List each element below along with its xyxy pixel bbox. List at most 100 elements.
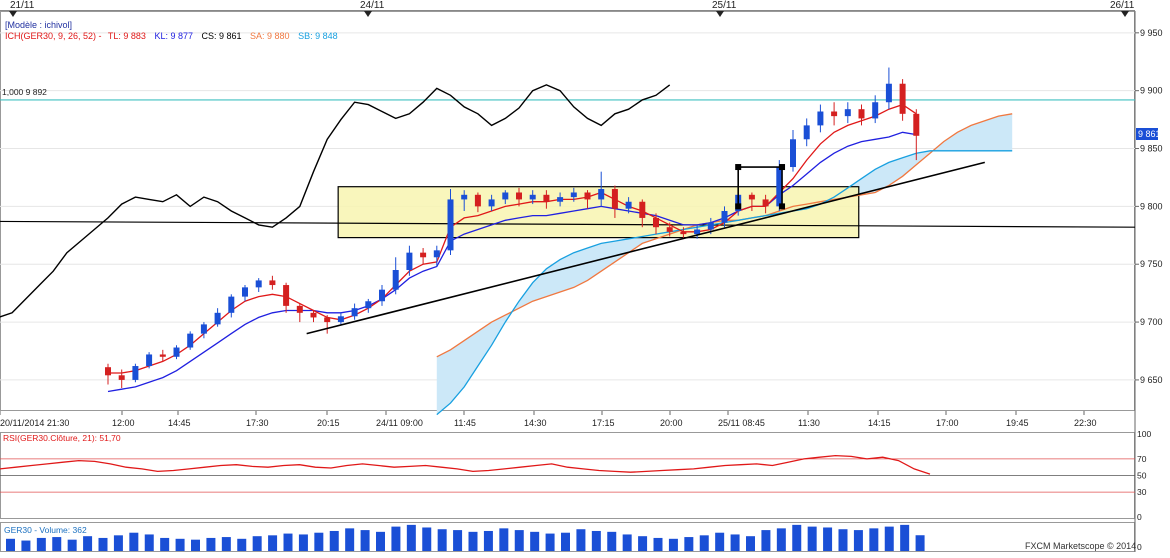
candle-body <box>105 367 111 376</box>
x-tick-label: 14:45 <box>168 418 191 428</box>
rsi-tick-label: 70 <box>1137 454 1147 464</box>
candle-body <box>543 194 550 202</box>
date-label-4: 26/11 <box>1110 0 1135 11</box>
candle-body <box>625 201 632 209</box>
volume-bar <box>83 536 93 551</box>
volume-bar <box>329 530 339 551</box>
bracket-annotation <box>737 166 783 207</box>
ich-tl: TL: 9 883 <box>108 31 146 41</box>
volume-bar <box>98 537 108 551</box>
volume-bar <box>360 530 370 551</box>
date-marker-1 <box>9 11 17 17</box>
model-label: [Modèle : ichivol] <box>5 20 72 30</box>
volume-label: GER30 - Volume: 362 <box>4 525 87 535</box>
volume-bar <box>376 531 385 551</box>
volume-bar <box>838 529 848 551</box>
candle-body <box>379 289 385 302</box>
rsi-tick-label: 50 <box>1137 471 1147 481</box>
volume-bar <box>237 538 247 551</box>
volume-bar <box>900 524 910 551</box>
candle-body <box>159 354 166 357</box>
volume-bar <box>36 537 46 551</box>
ich-sa: SA: 9 880 <box>250 31 290 41</box>
x-tick-label: 24/11 09:00 <box>376 418 423 428</box>
volume-bar <box>869 528 879 551</box>
volume-bar <box>668 538 678 551</box>
y-tick-label: 9 650 <box>1140 375 1163 385</box>
bracket-handle[interactable] <box>735 203 742 210</box>
rsi-tick-label: 30 <box>1137 487 1147 497</box>
candle-body <box>392 270 399 290</box>
volume-bar <box>699 535 709 551</box>
rsi-line <box>0 454 931 475</box>
volume-bar <box>453 530 463 551</box>
candle-body <box>680 231 687 235</box>
volume-bar <box>206 537 216 551</box>
bracket-handle[interactable] <box>779 164 786 171</box>
volume-bar <box>761 530 771 551</box>
candle-body <box>200 324 207 334</box>
candle-body <box>516 192 522 200</box>
footer-copyright: FXCM Marketscope © 2014 <box>1025 541 1136 551</box>
x-tick-label: 12:00 <box>112 418 135 428</box>
candle-body <box>762 199 769 207</box>
candle-body <box>461 194 468 200</box>
candle-body <box>310 312 317 318</box>
candle-body <box>666 227 673 232</box>
volume-bar <box>437 529 447 551</box>
volume-bar <box>591 530 601 551</box>
volume-bar <box>422 527 432 551</box>
volume-bar <box>483 530 493 551</box>
candle-body <box>132 366 139 380</box>
bracket-handle[interactable] <box>735 164 742 171</box>
candle-body <box>584 192 591 200</box>
candle-body <box>831 111 838 117</box>
candle-body <box>776 167 783 207</box>
volume-bar <box>298 534 308 551</box>
volume-bar <box>653 537 663 551</box>
rsi-tick-label: 0 <box>1137 512 1142 522</box>
candle-body <box>721 211 728 223</box>
x-tick-label: 25/11 08:45 <box>718 418 765 428</box>
x-tick-label: 17:00 <box>936 418 959 428</box>
volume-bar <box>468 531 478 551</box>
x-tick-label: 17:15 <box>592 418 615 428</box>
volume-bar <box>514 530 524 551</box>
candle-body <box>351 308 358 317</box>
y-tick-label: 9 850 <box>1140 144 1163 154</box>
volume-bar <box>807 526 817 551</box>
volume-bar <box>823 527 833 551</box>
volume-tick-label: 0 <box>1137 542 1142 552</box>
volume-bar <box>684 537 694 551</box>
volume-bar <box>221 537 231 551</box>
candle-body <box>611 189 618 209</box>
volume-bar <box>113 535 123 551</box>
candle-body <box>790 139 796 168</box>
x-tick-label: 11:30 <box>798 418 820 428</box>
volume-bar <box>576 529 586 551</box>
candle-body <box>502 192 509 200</box>
x-tick-label: 17:30 <box>246 418 269 428</box>
support-hline <box>0 220 1136 228</box>
candle-body <box>899 83 906 114</box>
candle-body <box>817 111 824 126</box>
candle-body <box>420 252 427 258</box>
candle-body <box>913 113 920 136</box>
volume-bar <box>21 540 31 551</box>
candle-body <box>447 199 454 251</box>
volume-bar <box>715 532 725 551</box>
volume-bar <box>530 531 540 551</box>
volume-bar <box>853 530 863 551</box>
x-tick-label: 20/11/2014 21:30 <box>0 418 69 428</box>
ich-prefix: ICH(GER30, 9, 26, 52) - <box>5 31 102 41</box>
rsi-tick-label: 100 <box>1137 429 1151 439</box>
chikou-line <box>0 84 671 318</box>
ich-cs: CS: 9 861 <box>201 31 241 41</box>
date-label-2: 24/11 <box>360 0 385 11</box>
ich-sb: SB: 9 848 <box>298 31 338 41</box>
bracket-handle[interactable] <box>779 203 786 210</box>
volume-bar <box>160 537 170 551</box>
volume-bar <box>191 539 200 551</box>
